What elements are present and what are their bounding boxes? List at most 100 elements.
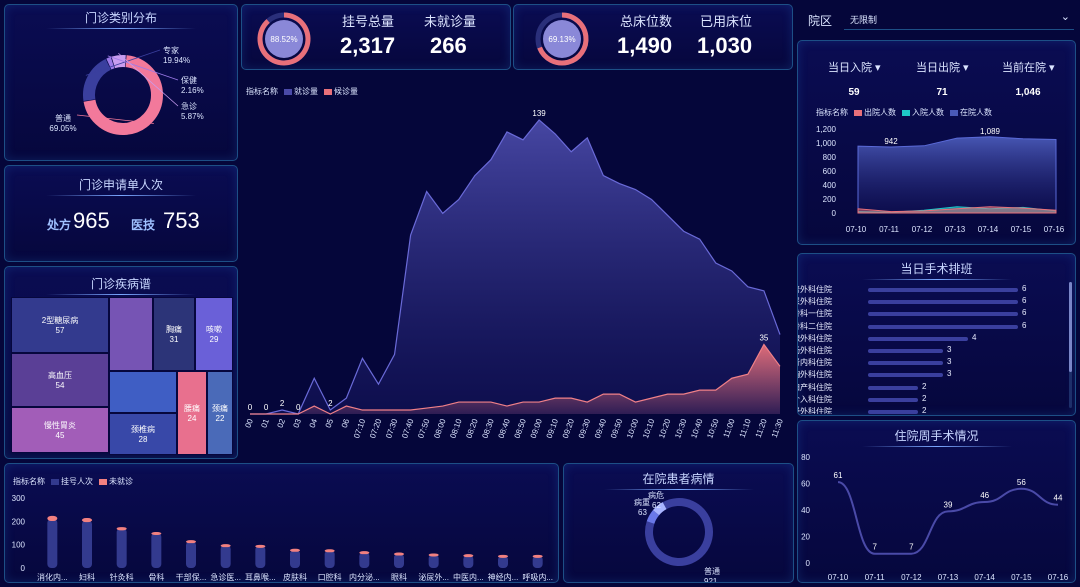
department-x-tick: 针灸科	[110, 572, 134, 582]
main-x-tick: 08:30	[480, 417, 495, 439]
surgery-dept-name: 泌尿外科住院	[798, 297, 832, 307]
department-y-tick: 0	[21, 564, 26, 573]
main-x-tick: 09:00	[529, 417, 544, 439]
treemap-cell-name: 高血压	[48, 371, 72, 380]
disease-panel: 门诊疾病谱 2型糖尿病 57 高血压 54 慢性胃炎 45 胸痛 31 咳嗽 29 颈椎病 28 腰痛 2…	[4, 266, 238, 459]
department-y-tick: 300	[12, 494, 26, 503]
ward-slice-2	[652, 502, 667, 516]
ward-condition-panel: 在院患者病情 普通 921 病重 63 病危 62	[563, 463, 794, 583]
surgery-count: 3	[947, 369, 952, 379]
inpatient-tab[interactable]: 当日入院 ▾	[828, 62, 881, 74]
main-x-tick: 11:00	[722, 417, 737, 439]
legend-item-discharged[interactable]: 出院人数	[854, 107, 896, 118]
legend-item-admitted[interactable]: 入院人数	[902, 107, 944, 118]
main-x-tick: 10:20	[657, 417, 672, 439]
surgery-count: 6	[1022, 308, 1027, 318]
inpatient-x-tick: 07-16	[1044, 225, 1065, 234]
main-legend-item-waiting[interactable]: 候诊量	[324, 86, 358, 97]
surgery-row: 妇产科住院 2	[798, 382, 1038, 394]
surgery-row: 神经介入科住院 2	[798, 394, 1038, 406]
department-bar-missed	[82, 517, 92, 523]
legend-item-registered[interactable]: 挂号人次	[51, 476, 93, 487]
beds-used-value: 1,030	[697, 33, 753, 58]
weekly-point-label: 39	[944, 500, 953, 509]
gauge-fill	[537, 12, 589, 66]
main-x-tick: 07:20	[368, 417, 383, 439]
surgery-count: 6	[1022, 284, 1027, 293]
weekly-x-tick: 07-13	[938, 573, 959, 582]
legend-item-in-hospital[interactable]: 在院人数	[950, 107, 992, 118]
department-bar-registered	[82, 520, 92, 568]
surgery-count: 4	[972, 332, 977, 342]
surgery-bar	[868, 397, 918, 402]
register-missed-value: 266	[430, 33, 467, 58]
disease-treemap: 2型糖尿病 57 高血压 54 慢性胃炎 45 胸痛 31 咳嗽 29 颈椎病 28 腰痛 24 颈痛 22	[11, 297, 233, 455]
main-x-tick: 03	[292, 417, 304, 429]
clinic-slice-1	[83, 58, 112, 101]
treemap-cell[interactable]: 颈痛 22	[207, 371, 233, 455]
weekly-line	[837, 481, 1059, 555]
surgery-dept-name: 胸外科住院	[798, 370, 832, 380]
chevron-down-icon: ⌄	[1060, 11, 1070, 23]
weekly-surgery-panel: 住院周手术情况 80 60 40 20 0 61 7 7 39 46 56 44 07-10 07-11 0…	[797, 420, 1076, 583]
department-bar-registered	[359, 552, 370, 568]
main-x-tick: 10:00	[625, 417, 640, 439]
surgery-row: 肾内科住院 3	[798, 357, 1038, 369]
surgery-bar	[868, 349, 943, 353]
department-bar-registered	[394, 553, 404, 568]
inpatient-tab[interactable]: 当日出院 ▾	[916, 62, 969, 74]
treemap-cell[interactable]	[109, 297, 153, 371]
inpatient-x-tick: 07-10	[846, 225, 867, 234]
main-point-label: 0	[248, 403, 253, 412]
inpatient-x-tick: 07-14	[978, 225, 999, 234]
department-bar-missed	[186, 540, 196, 544]
treemap-cell[interactable]: 咳嗽 29	[195, 297, 233, 371]
department-bar-registered	[324, 550, 335, 568]
gauge-inner	[543, 20, 581, 58]
treemap-cell-name: 颈椎病	[131, 425, 155, 434]
treemap-cell[interactable]: 颈椎病 28	[109, 413, 177, 455]
clinic-type-title: 门诊类别分布	[5, 9, 237, 29]
surgery-bar	[868, 373, 943, 378]
treemap-cell-value: 54	[55, 381, 65, 390]
treemap-cell[interactable]: 腰痛 24	[177, 371, 207, 455]
treemap-cell[interactable]	[109, 371, 177, 413]
district-select[interactable]: 无限制 ⌄	[844, 8, 1074, 30]
main-x-tick: 01	[259, 417, 271, 429]
legend-item-missed[interactable]: 未就诊	[99, 476, 133, 487]
main-point-label: 2	[328, 399, 333, 408]
treemap-cell[interactable]: 慢性胃炎 45	[11, 407, 109, 453]
weekly-surgery-chart: 80 60 40 20 0 61 7 7 39 46 56 44 07-10 07-11 07-12 07-1…	[801, 453, 1069, 582]
main-x-tick: 08:00	[432, 417, 447, 439]
surgery-count: 6	[1022, 296, 1027, 306]
weekly-point-label: 46	[980, 491, 989, 500]
department-x-tick: 神经内...	[488, 572, 519, 582]
register-panel: 88.52% 挂号总量 2,317 未就诊量 266	[241, 4, 511, 70]
ward-label-normal: 普通	[704, 566, 720, 576]
treemap-cell-value: 57	[55, 326, 65, 335]
department-x-tick: 口腔科	[318, 572, 342, 582]
surgery-row: 胸外科住院 3	[798, 369, 1038, 381]
ward-value-serious: 63	[638, 508, 647, 517]
inpatient-tab[interactable]: 当前在院 ▾	[1002, 62, 1055, 74]
clinic-slice-0	[83, 55, 163, 135]
surgery-dept-name: 乳腺外科住院	[798, 333, 832, 343]
inpatient-y-tick: 1,200	[816, 125, 837, 134]
register-missed-label: 未就诊量	[424, 14, 477, 29]
surgery-dept-name: 神经介入科住院	[798, 394, 832, 404]
treemap-cell[interactable]: 2型糖尿病 57	[11, 297, 109, 353]
inpatient-legend-title: 指标名称	[816, 108, 848, 117]
ward-slice-1	[646, 510, 660, 524]
main-legend-item-visits[interactable]: 就诊量	[284, 86, 318, 97]
department-x-tick: 呼吸内...	[522, 572, 553, 582]
surgery-bar	[868, 324, 1018, 329]
surgery-row: 乳腺外科住院 4	[798, 333, 1038, 345]
surgery-bar	[868, 312, 1018, 317]
surgery-scrollbar[interactable]	[1069, 282, 1072, 408]
department-bar-missed	[220, 544, 231, 548]
beds-total-label: 总床位数	[620, 14, 673, 29]
surgery-bar	[868, 361, 943, 366]
treemap-cell[interactable]: 胸痛 31	[153, 297, 195, 371]
treemap-cell[interactable]: 高血压 54	[11, 353, 109, 407]
